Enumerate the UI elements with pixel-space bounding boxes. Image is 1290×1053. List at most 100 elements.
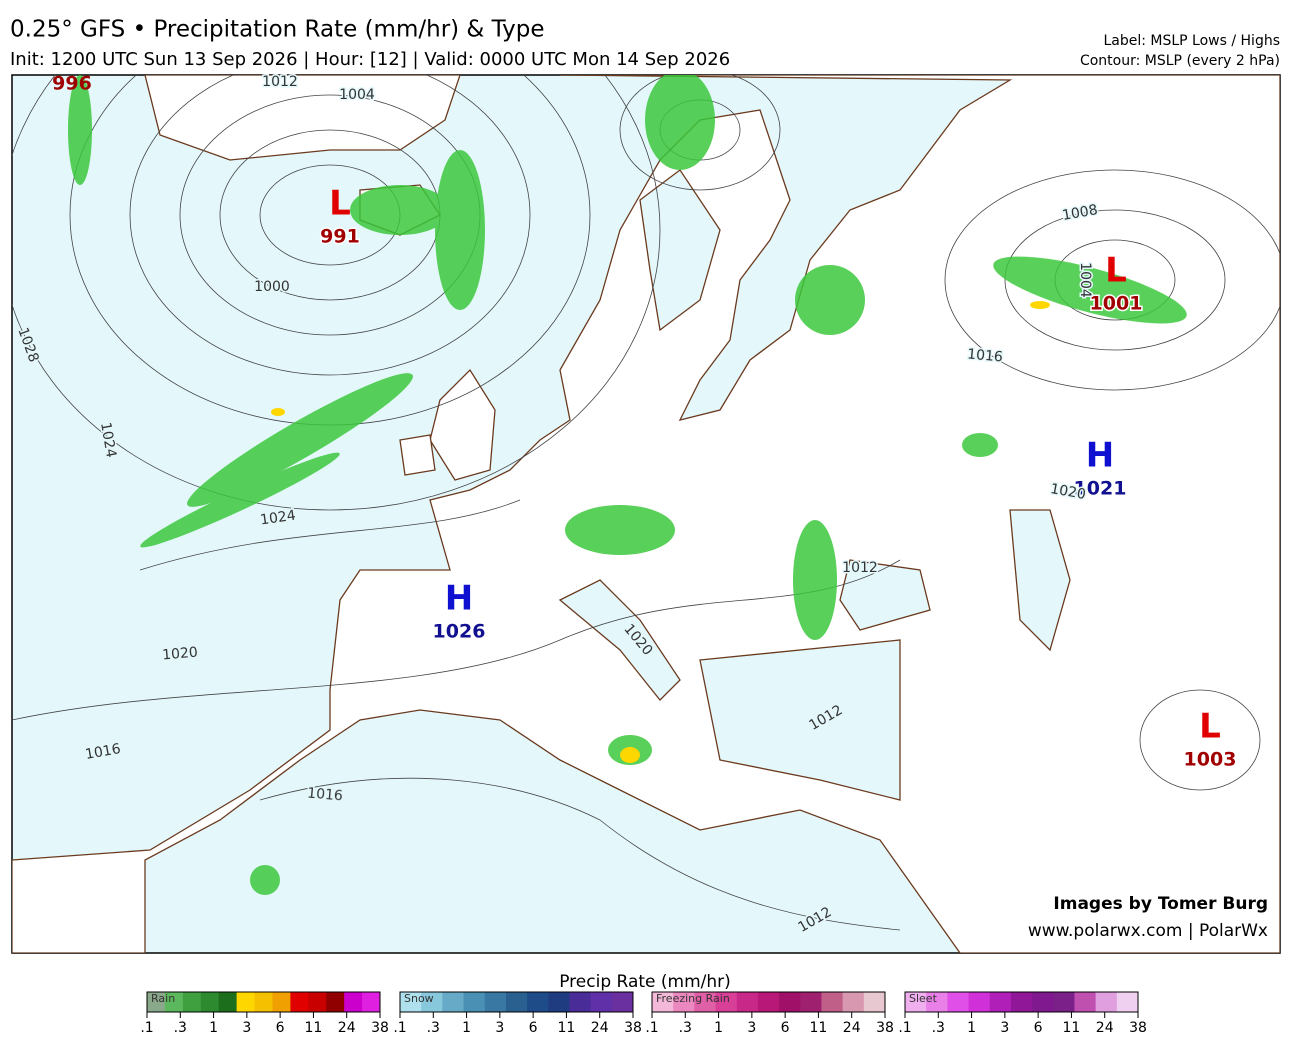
legend-swatch <box>527 992 549 1012</box>
legend-swatch <box>779 992 801 1012</box>
contour-label: 1004 <box>1077 262 1093 298</box>
contour-label: 1016 <box>307 785 344 804</box>
contour-label: 1012 <box>262 74 298 90</box>
legend-tick-label: .3 <box>932 1020 945 1036</box>
center-type: L <box>1199 707 1221 747</box>
legend-swatch <box>1032 992 1054 1012</box>
center-value: 1001 <box>1090 293 1143 315</box>
legend-frame <box>146 991 381 1013</box>
legend-swatch <box>905 992 927 1012</box>
center-value: 1003 <box>1184 749 1237 771</box>
legend-swatch <box>569 992 592 1012</box>
legend-tick-label: 1 <box>967 1020 976 1036</box>
legend-swatch <box>800 992 822 1012</box>
legend-tick-label: .3 <box>427 1020 440 1036</box>
legend-frame <box>651 991 886 1013</box>
legend-tick-label: 11 <box>1063 1020 1081 1036</box>
center-value: 1021 <box>1074 478 1127 500</box>
legend-tick-label: 3 <box>495 1020 504 1036</box>
legend-tick-label: 6 <box>529 1020 538 1036</box>
legend-bar-name: Sleet <box>909 992 938 1005</box>
legend-swatch <box>236 992 256 1012</box>
legend-tick-label: 3 <box>1000 1020 1009 1036</box>
legend-swatch <box>673 992 695 1012</box>
legend-tick-label: 38 <box>1129 1020 1147 1036</box>
legend-swatch <box>505 992 528 1012</box>
legend-swatch <box>400 992 422 1012</box>
legend-tick-label: 1 <box>714 1020 723 1036</box>
title: 0.25° GFS • Precipitation Rate (mm/hr) &… <box>10 17 545 43</box>
legend-tick-label: 3 <box>242 1020 251 1036</box>
legend-tick-label: .1 <box>393 1020 406 1036</box>
legend-tick-label: 6 <box>781 1020 790 1036</box>
center-type: H <box>1086 436 1114 476</box>
center-type: L <box>329 184 351 224</box>
legend-swatch <box>611 992 634 1012</box>
legend-swatch <box>821 992 844 1012</box>
legend-swatch <box>362 992 381 1012</box>
legend-swatch <box>344 992 363 1012</box>
contour-label: 1004 <box>339 87 375 103</box>
legend-tick-label: 38 <box>876 1020 894 1036</box>
contour-label: 1020 <box>162 644 199 663</box>
legend-swatch <box>757 992 780 1012</box>
legend-title: Precip Rate (mm/hr) <box>559 972 731 992</box>
legend-tick-label: 24 <box>843 1020 861 1036</box>
legend-tick-label: .3 <box>679 1020 692 1036</box>
legend-swatch <box>1074 992 1097 1012</box>
legend-swatch <box>182 992 202 1012</box>
legend-swatch <box>147 992 166 1012</box>
legend-tick-label: 6 <box>1034 1020 1043 1036</box>
center-value: 991 <box>320 226 360 248</box>
legend-swatch <box>590 992 613 1012</box>
legend-swatch <box>1010 992 1033 1012</box>
legend-tick-label: 24 <box>338 1020 356 1036</box>
contour-label: 1012 <box>842 560 878 576</box>
legend-swatch <box>326 992 345 1012</box>
center-type: L <box>1105 251 1127 291</box>
legend-swatch <box>463 992 486 1012</box>
legend-tick-label: 38 <box>624 1020 642 1036</box>
legend-tick-label: 38 <box>371 1020 389 1036</box>
legend-swatch <box>1053 992 1075 1012</box>
legend-swatch <box>548 992 570 1012</box>
subtitle: Init: 1200 UTC Sun 13 Sep 2026 | Hour: [… <box>10 49 730 70</box>
legend-tick-label: 3 <box>747 1020 756 1036</box>
legend-swatch <box>290 992 309 1012</box>
legend-swatch <box>200 992 220 1012</box>
legend-tick-label: 11 <box>558 1020 576 1036</box>
contour-label: 1000 <box>254 279 290 295</box>
legend-swatch <box>989 992 1012 1012</box>
legend-swatch <box>694 992 717 1012</box>
legend-swatch <box>1095 992 1118 1012</box>
legend-frame <box>399 991 634 1013</box>
legend-tick-label: .1 <box>645 1020 658 1036</box>
legend-tick-label: 11 <box>810 1020 828 1036</box>
legend-swatch <box>164 992 184 1012</box>
center-type: H <box>445 579 473 619</box>
center-value: 1026 <box>433 621 486 643</box>
credit: www.polarwx.com | PolarWx <box>1028 921 1268 941</box>
legend-swatch <box>484 992 507 1012</box>
legend-swatch <box>926 992 948 1012</box>
legend-tick-label: 1 <box>462 1020 471 1036</box>
legend-swatch <box>272 992 291 1012</box>
legend-swatch <box>254 992 273 1012</box>
legend-tick-label: .3 <box>174 1020 187 1036</box>
legend-tick-label: 6 <box>276 1020 285 1036</box>
contour-label: 1016 <box>967 346 1004 365</box>
legend-swatch <box>421 992 443 1012</box>
legend-tick-label: .1 <box>898 1020 911 1036</box>
legend-bar-name: Freezing Rain <box>656 992 730 1005</box>
legend-tick-label: 11 <box>305 1020 323 1036</box>
note: Contour: MSLP (every 2 hPa) <box>1080 53 1280 69</box>
legend-tick-label: 1 <box>209 1020 218 1036</box>
map <box>11 74 1281 954</box>
legend-swatch <box>308 992 327 1012</box>
legend-swatch <box>715 992 738 1012</box>
legend-swatch <box>863 992 886 1012</box>
legend-tick-label: 24 <box>591 1020 609 1036</box>
note: Label: MSLP Lows / Highs <box>1103 33 1280 49</box>
